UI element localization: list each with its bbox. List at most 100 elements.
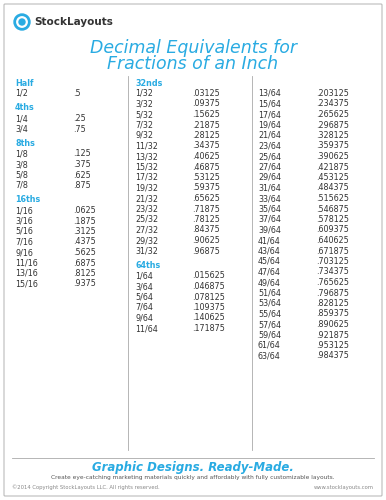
Text: .609375: .609375 xyxy=(316,226,349,234)
Text: 41/64: 41/64 xyxy=(258,236,281,245)
Text: 31/32: 31/32 xyxy=(135,246,158,256)
Text: 3/64: 3/64 xyxy=(135,282,153,291)
Text: .140625: .140625 xyxy=(192,314,225,322)
Text: .734375: .734375 xyxy=(316,268,349,276)
Text: .6875: .6875 xyxy=(73,258,96,268)
Text: 3/16: 3/16 xyxy=(15,216,33,226)
Text: 5/64: 5/64 xyxy=(135,292,153,302)
Text: .34375: .34375 xyxy=(192,142,220,150)
Text: .171875: .171875 xyxy=(192,324,225,333)
Text: 9/64: 9/64 xyxy=(135,314,153,322)
Text: 25/64: 25/64 xyxy=(258,152,281,161)
Text: .515625: .515625 xyxy=(316,194,349,203)
Text: 9/16: 9/16 xyxy=(15,248,33,257)
Text: 39/64: 39/64 xyxy=(258,226,281,234)
Text: 61/64: 61/64 xyxy=(258,341,281,350)
Text: .4375: .4375 xyxy=(73,238,96,246)
Text: 43/64: 43/64 xyxy=(258,246,281,256)
Text: .1875: .1875 xyxy=(73,216,96,226)
Text: .015625: .015625 xyxy=(192,272,225,280)
Text: 53/64: 53/64 xyxy=(258,299,281,308)
Text: .46875: .46875 xyxy=(192,162,220,172)
Text: 27/32: 27/32 xyxy=(135,226,158,234)
Text: www.stocklayouts.com: www.stocklayouts.com xyxy=(314,484,374,490)
Text: 33/64: 33/64 xyxy=(258,194,281,203)
Text: 1/2: 1/2 xyxy=(15,89,28,98)
Text: 1/4: 1/4 xyxy=(15,114,28,123)
Text: .28125: .28125 xyxy=(192,131,220,140)
Text: Decimal Equivalents for: Decimal Equivalents for xyxy=(90,39,296,57)
Text: 37/64: 37/64 xyxy=(258,215,281,224)
Text: 15/64: 15/64 xyxy=(258,100,281,108)
Text: .96875: .96875 xyxy=(192,246,220,256)
Text: .03125: .03125 xyxy=(192,89,220,98)
Text: 49/64: 49/64 xyxy=(258,278,281,287)
Circle shape xyxy=(14,14,30,30)
Text: .328125: .328125 xyxy=(316,131,349,140)
Text: 13/64: 13/64 xyxy=(258,89,281,98)
Text: Fractions of an Inch: Fractions of an Inch xyxy=(107,55,279,73)
Text: .125: .125 xyxy=(73,150,91,158)
Text: .640625: .640625 xyxy=(316,236,349,245)
Text: .828125: .828125 xyxy=(316,299,349,308)
Text: .3125: .3125 xyxy=(73,227,96,236)
Circle shape xyxy=(19,19,25,25)
Text: 27/64: 27/64 xyxy=(258,162,281,172)
Text: 35/64: 35/64 xyxy=(258,204,281,214)
Text: 21/64: 21/64 xyxy=(258,131,281,140)
Text: .046875: .046875 xyxy=(192,282,225,291)
Text: .65625: .65625 xyxy=(192,194,220,203)
Text: .90625: .90625 xyxy=(192,236,220,245)
Text: .765625: .765625 xyxy=(316,278,349,287)
Text: 51/64: 51/64 xyxy=(258,288,281,298)
Text: 29/32: 29/32 xyxy=(135,236,158,245)
Text: .0625: .0625 xyxy=(73,206,96,215)
Text: .421875: .421875 xyxy=(316,162,349,172)
Text: .859375: .859375 xyxy=(316,310,349,318)
Text: 29/64: 29/64 xyxy=(258,173,281,182)
Text: 1/32: 1/32 xyxy=(135,89,153,98)
Text: .625: .625 xyxy=(73,170,91,179)
Text: 13/16: 13/16 xyxy=(15,269,38,278)
Text: 16ths: 16ths xyxy=(15,196,40,204)
Text: .484375: .484375 xyxy=(316,184,349,192)
Text: 13/32: 13/32 xyxy=(135,152,158,161)
Text: 21/32: 21/32 xyxy=(135,194,158,203)
Text: 1/8: 1/8 xyxy=(15,150,28,158)
Text: 9/32: 9/32 xyxy=(135,131,153,140)
Circle shape xyxy=(17,17,27,27)
Text: 19/32: 19/32 xyxy=(135,184,158,192)
Text: .671875: .671875 xyxy=(316,246,349,256)
Text: 45/64: 45/64 xyxy=(258,257,281,266)
Text: 47/64: 47/64 xyxy=(258,268,281,276)
Text: .40625: .40625 xyxy=(192,152,220,161)
Text: .265625: .265625 xyxy=(316,110,349,119)
Text: .875: .875 xyxy=(73,181,91,190)
Text: 55/64: 55/64 xyxy=(258,310,281,318)
Text: .984375: .984375 xyxy=(316,352,349,360)
Text: .546875: .546875 xyxy=(316,204,349,214)
Text: .703125: .703125 xyxy=(316,257,349,266)
Text: .09375: .09375 xyxy=(192,100,220,108)
Text: .53125: .53125 xyxy=(192,173,220,182)
Text: 5/32: 5/32 xyxy=(135,110,153,119)
Text: .203125: .203125 xyxy=(316,89,349,98)
Text: .359375: .359375 xyxy=(316,142,349,150)
Text: .75: .75 xyxy=(73,124,86,134)
Text: .8125: .8125 xyxy=(73,269,96,278)
Text: .71875: .71875 xyxy=(192,204,220,214)
Text: 5/8: 5/8 xyxy=(15,170,28,179)
Text: ©2014 Copyright StockLayouts LLC. All rights reserved.: ©2014 Copyright StockLayouts LLC. All ri… xyxy=(12,484,160,490)
Text: .109375: .109375 xyxy=(192,303,225,312)
Text: 19/64: 19/64 xyxy=(258,120,281,130)
Text: 31/64: 31/64 xyxy=(258,184,281,192)
Text: .578125: .578125 xyxy=(316,215,349,224)
Text: 8ths: 8ths xyxy=(15,139,35,148)
Text: 32nds: 32nds xyxy=(135,78,163,88)
Text: StockLayouts: StockLayouts xyxy=(34,17,113,27)
Text: Graphic Designs. Ready-Made.: Graphic Designs. Ready-Made. xyxy=(92,460,294,473)
Text: 63/64: 63/64 xyxy=(258,352,281,360)
Text: .15625: .15625 xyxy=(192,110,220,119)
Text: .25: .25 xyxy=(73,114,86,123)
Text: .953125: .953125 xyxy=(316,341,349,350)
